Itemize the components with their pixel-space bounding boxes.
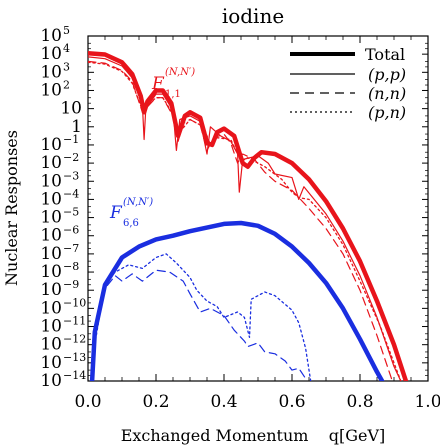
y-tick-base: 1 (71, 117, 82, 137)
y-tick-label: 10 3 (40, 60, 70, 82)
y-tick-exponent: −13 (63, 351, 86, 364)
y-tick-base: 10 (40, 44, 62, 64)
y-tick-label: 10 −10 (40, 296, 86, 318)
y-tick-base: 10 (40, 298, 62, 318)
y-tick-exponent: 5 (63, 24, 70, 37)
y-tick-base: 10 (60, 99, 82, 119)
annotation-f11-main: F (151, 74, 165, 94)
y-tick-label: 10 2 (40, 78, 70, 100)
x-axis-title: Exchanged Momentum q[GeV] (121, 426, 386, 445)
y-tick-label: 10 −9 (40, 278, 79, 300)
series-f66-dotted (94, 253, 312, 381)
legend-label-nn: (n,n) (368, 84, 406, 103)
y-tick-label: 10 −12 (40, 333, 86, 355)
y-tick-label: 10 −5 (40, 206, 79, 228)
y-tick-label: 10 −4 (40, 187, 79, 209)
y-tick-base: 10 (40, 208, 62, 228)
axis-ticks (87, 35, 429, 382)
annotation-f66-sup: (N,N′) (123, 197, 153, 208)
series-f11-solid-thick (88, 51, 409, 381)
y-tick-exponent: −11 (63, 315, 86, 328)
y-tick-exponent: 3 (63, 60, 70, 73)
y-tick-base: 10 (40, 189, 62, 209)
series-f66-solid-thick (89, 220, 385, 381)
y-tick-label: 10 −6 (40, 224, 79, 246)
legend: Total (p,p) (n,n) (p,n) (290, 45, 406, 122)
x-tick-label: 0.6 (278, 392, 305, 412)
y-tick-exponent: 4 (63, 42, 70, 55)
y-axis-title: Nuclear Responses (2, 130, 21, 286)
y-tick-label: 10 −11 (40, 315, 86, 337)
annotation-f66-sub: 6,6 (123, 218, 139, 229)
legend-label-pp: (p,p) (368, 65, 406, 84)
y-tick-exponent: −9 (63, 278, 79, 291)
y-tick-exponent: −2 (63, 151, 79, 164)
y-tick-exponent: −6 (63, 224, 79, 237)
annotation-f11-sup: (N,N′) (165, 67, 195, 78)
legend-label-pn: (p,n) (368, 103, 406, 122)
x-tick-label: 0.2 (142, 392, 169, 412)
x-tick-label: 1.0 (414, 392, 440, 412)
annotation-f11-sub: 1,1 (165, 89, 181, 100)
y-tick-base: 10 (40, 153, 62, 173)
y-tick-label: 10 −3 (40, 169, 79, 191)
x-tick-labels: 0.0 0.2 0.4 0.6 0.8 1.0 (74, 392, 440, 412)
y-tick-base: 10 (40, 135, 62, 155)
y-tick-exponent: −5 (63, 206, 79, 219)
y-tick-exponent: −4 (63, 187, 79, 200)
y-tick-base: 10 (40, 371, 62, 391)
y-tick-base: 10 (40, 353, 62, 373)
series-f66-dashed (94, 269, 308, 381)
series-layer (88, 51, 409, 381)
y-tick-exponent: −14 (63, 369, 86, 382)
y-tick-exponent: 2 (63, 78, 70, 91)
y-tick-base: 10 (40, 80, 62, 100)
y-tick-base: 10 (40, 62, 62, 82)
y-tick-label: 10 −14 (40, 369, 86, 391)
y-tick-label: 10 −1 (40, 133, 79, 155)
y-tick-exponent: −8 (63, 260, 79, 273)
y-tick-label: 10 4 (40, 42, 70, 64)
annotation-f66: F (N,N′) 6,6 (109, 197, 153, 229)
x-tick-label: 0.0 (74, 392, 101, 412)
y-tick-label: 1 (71, 117, 82, 137)
legend-label-total: Total (365, 45, 405, 64)
x-tick-label: 0.8 (346, 392, 373, 412)
annotation-f66-main: F (109, 203, 123, 223)
x-tick-label: 0.4 (210, 392, 237, 412)
y-tick-label: 10 −2 (40, 151, 79, 173)
y-tick-label: 10 −13 (40, 351, 86, 373)
y-tick-base: 10 (40, 335, 62, 355)
series-f11-solid-thin (88, 56, 402, 381)
chart-title: iodine (222, 4, 284, 28)
y-tick-base: 10 (40, 26, 62, 46)
y-tick-label: 10 −8 (40, 260, 79, 282)
y-tick-exponent: −10 (63, 296, 86, 309)
y-tick-label: 10 −7 (40, 242, 79, 264)
y-tick-label: 10 (60, 99, 82, 119)
y-tick-base: 10 (40, 171, 62, 191)
y-tick-exponent: −1 (63, 133, 79, 146)
y-tick-base: 10 (40, 226, 62, 246)
y-tick-base: 10 (40, 280, 62, 300)
y-tick-exponent: −3 (63, 169, 79, 182)
y-tick-base: 10 (40, 317, 62, 337)
y-tick-exponent: −12 (63, 333, 86, 346)
annotation-f11: F (N,N′) 1,1 (151, 67, 195, 100)
y-tick-base: 10 (40, 244, 62, 264)
y-tick-label: 10 5 (40, 24, 70, 46)
y-tick-exponent: −7 (63, 242, 79, 255)
y-tick-base: 10 (40, 262, 62, 282)
